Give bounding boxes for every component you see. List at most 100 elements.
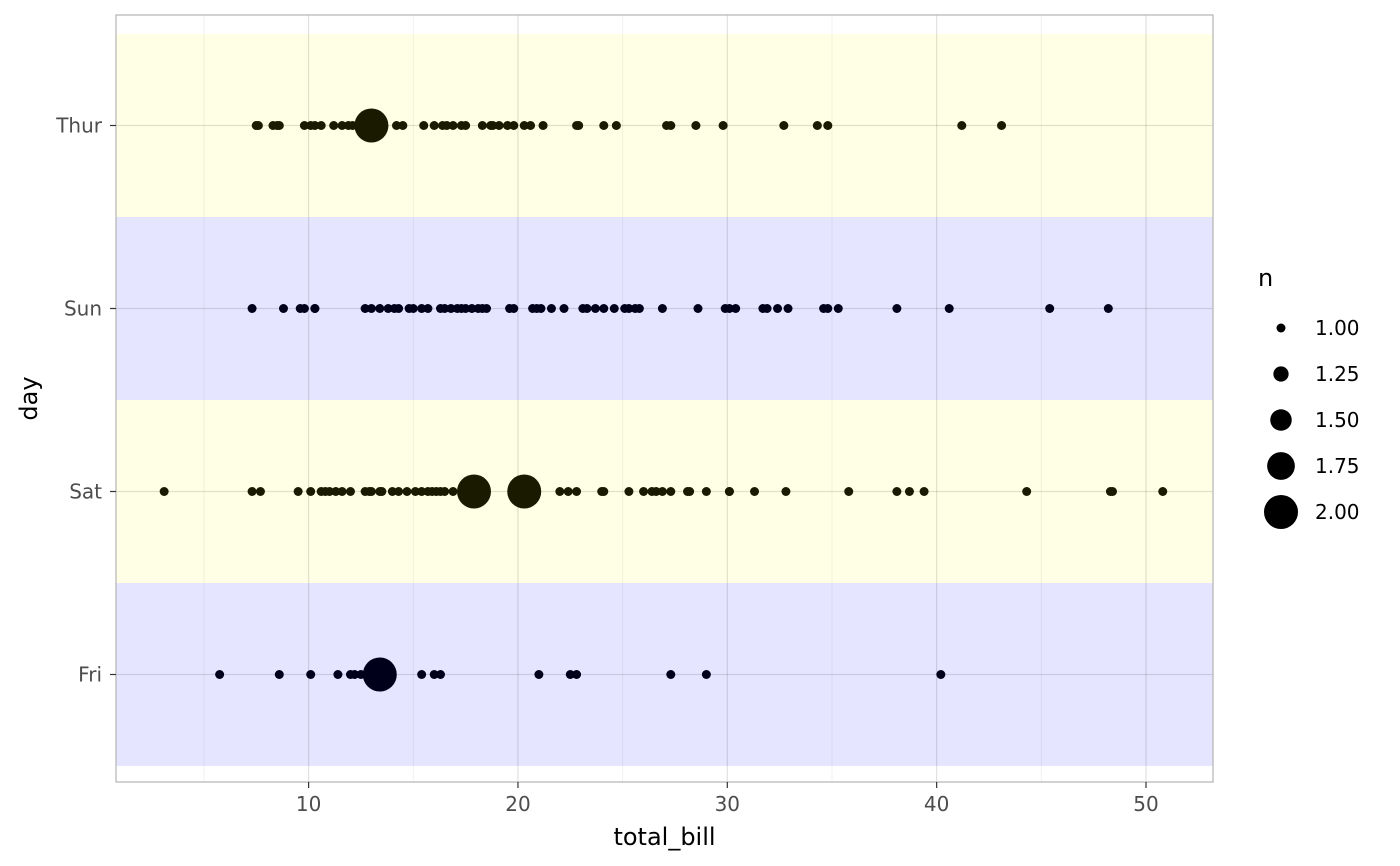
data-point [823, 304, 833, 313]
data-point [509, 304, 519, 313]
data-point [559, 304, 569, 313]
data-point [609, 304, 619, 313]
legend-key [1267, 452, 1295, 480]
data-point [783, 304, 793, 313]
legend-key [1276, 323, 1286, 333]
data-point [448, 121, 458, 130]
data-point [892, 487, 902, 496]
data-point [278, 304, 288, 313]
data-point [590, 304, 600, 313]
legend-key [1273, 366, 1289, 382]
data-point [779, 121, 789, 130]
data-point [509, 121, 519, 130]
data-point [639, 487, 649, 496]
data-point [442, 121, 452, 130]
data-point [599, 121, 609, 130]
data-point [325, 487, 335, 496]
data-point [306, 670, 316, 679]
data-point [624, 487, 634, 496]
data-point [435, 670, 445, 679]
data-point [417, 670, 427, 679]
data-point [456, 474, 491, 509]
data-point [461, 304, 471, 313]
data-point [611, 121, 621, 130]
data-point [572, 670, 582, 679]
data-point [446, 304, 456, 313]
data-point [253, 121, 263, 130]
data-point [362, 657, 397, 692]
data-point [833, 304, 843, 313]
data-point [997, 121, 1007, 130]
data-point [440, 304, 450, 313]
data-point [666, 670, 676, 679]
data-point [461, 121, 471, 130]
data-point [666, 121, 676, 130]
y-tick-label: Sat [69, 480, 102, 504]
data-point [448, 487, 458, 496]
data-point [394, 487, 404, 496]
data-point [599, 304, 609, 313]
y-tick-label: Fri [78, 663, 102, 687]
data-point [494, 121, 504, 130]
data-point [1103, 304, 1113, 313]
data-point [423, 304, 433, 313]
data-point [345, 487, 355, 496]
data-point [538, 121, 548, 130]
y-axis-ticks: Fri Sat Sun Thur [55, 114, 116, 687]
data-point [299, 304, 309, 313]
data-point [762, 304, 772, 313]
data-point [1158, 487, 1168, 496]
data-point [666, 487, 676, 496]
x-tick-label: 10 [296, 792, 321, 816]
data-point [718, 121, 728, 130]
data-point [408, 304, 418, 313]
data-point [1108, 487, 1118, 496]
data-point [651, 487, 661, 496]
data-point [781, 487, 791, 496]
x-axis-title: total_bill [613, 823, 715, 851]
data-point [247, 487, 257, 496]
day-bands [116, 34, 1213, 766]
data-point [892, 304, 902, 313]
data-point [440, 487, 450, 496]
data-point [507, 474, 542, 509]
data-point [812, 121, 822, 130]
legend-key [1264, 495, 1298, 529]
data-point [429, 121, 439, 130]
data-point [247, 304, 257, 313]
data-point [410, 487, 420, 496]
data-point [274, 670, 284, 679]
data-point [634, 304, 644, 313]
data-point [366, 304, 376, 313]
data-point [419, 121, 429, 130]
legend: n 1.00 1.25 1.50 1.75 2.00 [1258, 264, 1360, 529]
data-point [844, 487, 854, 496]
data-point [467, 304, 477, 313]
data-points [159, 108, 1168, 692]
data-point [159, 487, 169, 496]
data-point [685, 487, 695, 496]
data-point [215, 670, 225, 679]
legend-key [1270, 409, 1292, 431]
x-tick-label: 50 [1133, 792, 1158, 816]
data-point [536, 304, 546, 313]
data-point [693, 304, 703, 313]
legend-label: 2.00 [1315, 500, 1360, 524]
data-point [701, 670, 711, 679]
data-point [919, 487, 929, 496]
data-point [377, 487, 387, 496]
y-axis-title: day [15, 376, 43, 420]
data-point [350, 670, 360, 679]
data-point [417, 304, 427, 313]
data-point [274, 121, 284, 130]
legend-label: 1.25 [1315, 362, 1360, 386]
data-point [526, 121, 536, 130]
data-point [387, 487, 397, 496]
data-point [310, 121, 320, 130]
x-tick-label: 20 [505, 792, 530, 816]
band-fri [116, 583, 1213, 766]
data-point [477, 121, 487, 130]
data-point [394, 304, 404, 313]
data-point [316, 121, 326, 130]
